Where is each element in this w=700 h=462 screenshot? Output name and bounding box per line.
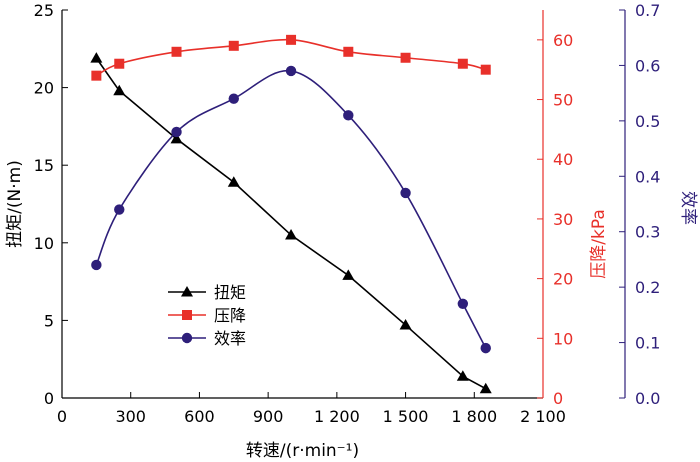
x-tick-label: 1 200 [314,407,360,426]
series-pressure [91,34,491,81]
legend-item: 效率 [168,329,246,348]
data-point-torque [342,269,355,280]
data-point-pressure [343,46,354,57]
data-point-efficiency [400,187,411,199]
series-layer [90,34,492,394]
data-point-efficiency [91,259,102,271]
x-axis-label: 转速/(r·min⁻¹) [246,441,359,461]
legend-item: 压降 [168,306,246,325]
data-point-torque [399,319,412,330]
efficiency-tick-label: 0.0 [635,389,660,408]
data-point-torque [227,176,240,187]
pressure-tick-label: 20 [553,270,573,289]
pressure-tick-label: 40 [553,150,573,169]
legend-item: 扭矩 [168,283,246,302]
legend-label: 扭矩 [214,283,246,302]
efficiency-tick-label: 0.6 [635,56,660,75]
data-point-efficiency [171,126,182,138]
data-point-pressure [480,64,491,75]
pressure-tick-label: 10 [553,329,573,348]
data-point-pressure [91,70,102,81]
legend-label: 压降 [214,306,246,325]
data-point-torque [170,132,183,144]
pressure-tick-label: 50 [553,91,573,110]
torque-tick-label: 5 [44,311,54,330]
series-efficiency [91,65,491,354]
y-axis-label-pressure: 压降/kPa [589,209,609,278]
series-line-torque [95,57,487,390]
x-tick-label: 2 100 [520,407,566,426]
data-point-efficiency [480,342,491,354]
x-tick-label: 0 [57,407,67,426]
torque-tick-label: 25 [34,1,54,20]
legend-marker [181,286,193,297]
torque-tick-label: 10 [34,234,54,253]
pressure-tick-label: 60 [553,31,573,50]
pressure-tick-label: 30 [553,210,573,229]
pressure-tick-label: 0 [553,389,563,408]
x-tick-label: 1 500 [383,407,429,426]
data-point-pressure [171,46,182,57]
torque-tick-label: 15 [34,156,54,175]
torque-tick-label: 20 [34,79,54,98]
data-point-pressure [400,52,411,63]
efficiency-tick-label: 0.1 [635,334,660,353]
x-tick-label: 900 [253,407,284,426]
data-point-torque [456,370,469,381]
legend-marker [182,310,192,320]
series-torque [90,52,492,394]
x-tick-label: 600 [184,407,215,426]
y-axis-label-efficiency: 效率 [678,191,698,225]
series-line-efficiency [95,70,487,349]
efficiency-tick-label: 0.5 [635,112,660,131]
legend-label: 效率 [214,329,246,348]
efficiency-tick-label: 0.3 [635,223,660,242]
x-tick-label: 1 800 [451,407,497,426]
data-point-torque [479,382,492,394]
efficiency-tick-label: 0.7 [635,1,660,20]
data-point-efficiency [457,298,469,309]
data-point-efficiency [285,65,297,77]
data-point-pressure [286,34,297,45]
data-point-torque [285,229,298,240]
data-point-efficiency [343,110,354,121]
data-point-torque [113,84,126,96]
x-tick-label: 300 [115,407,146,426]
axes-layer: 0 300 600 900 1 200 1 500 1 800 2 1000510152025… [5,1,698,426]
data-point-pressure [228,40,239,51]
efficiency-tick-label: 0.2 [635,278,660,297]
y-axis-label-torque: 扭矩/(N·m) [5,160,25,248]
data-point-pressure [114,58,125,69]
data-point-pressure [457,58,468,69]
data-point-torque [90,52,103,63]
data-point-efficiency [228,93,239,104]
efficiency-tick-label: 0.4 [635,167,660,186]
torque-tick-label: 0 [44,389,54,408]
data-point-efficiency [114,204,125,215]
legend-marker [181,332,193,344]
